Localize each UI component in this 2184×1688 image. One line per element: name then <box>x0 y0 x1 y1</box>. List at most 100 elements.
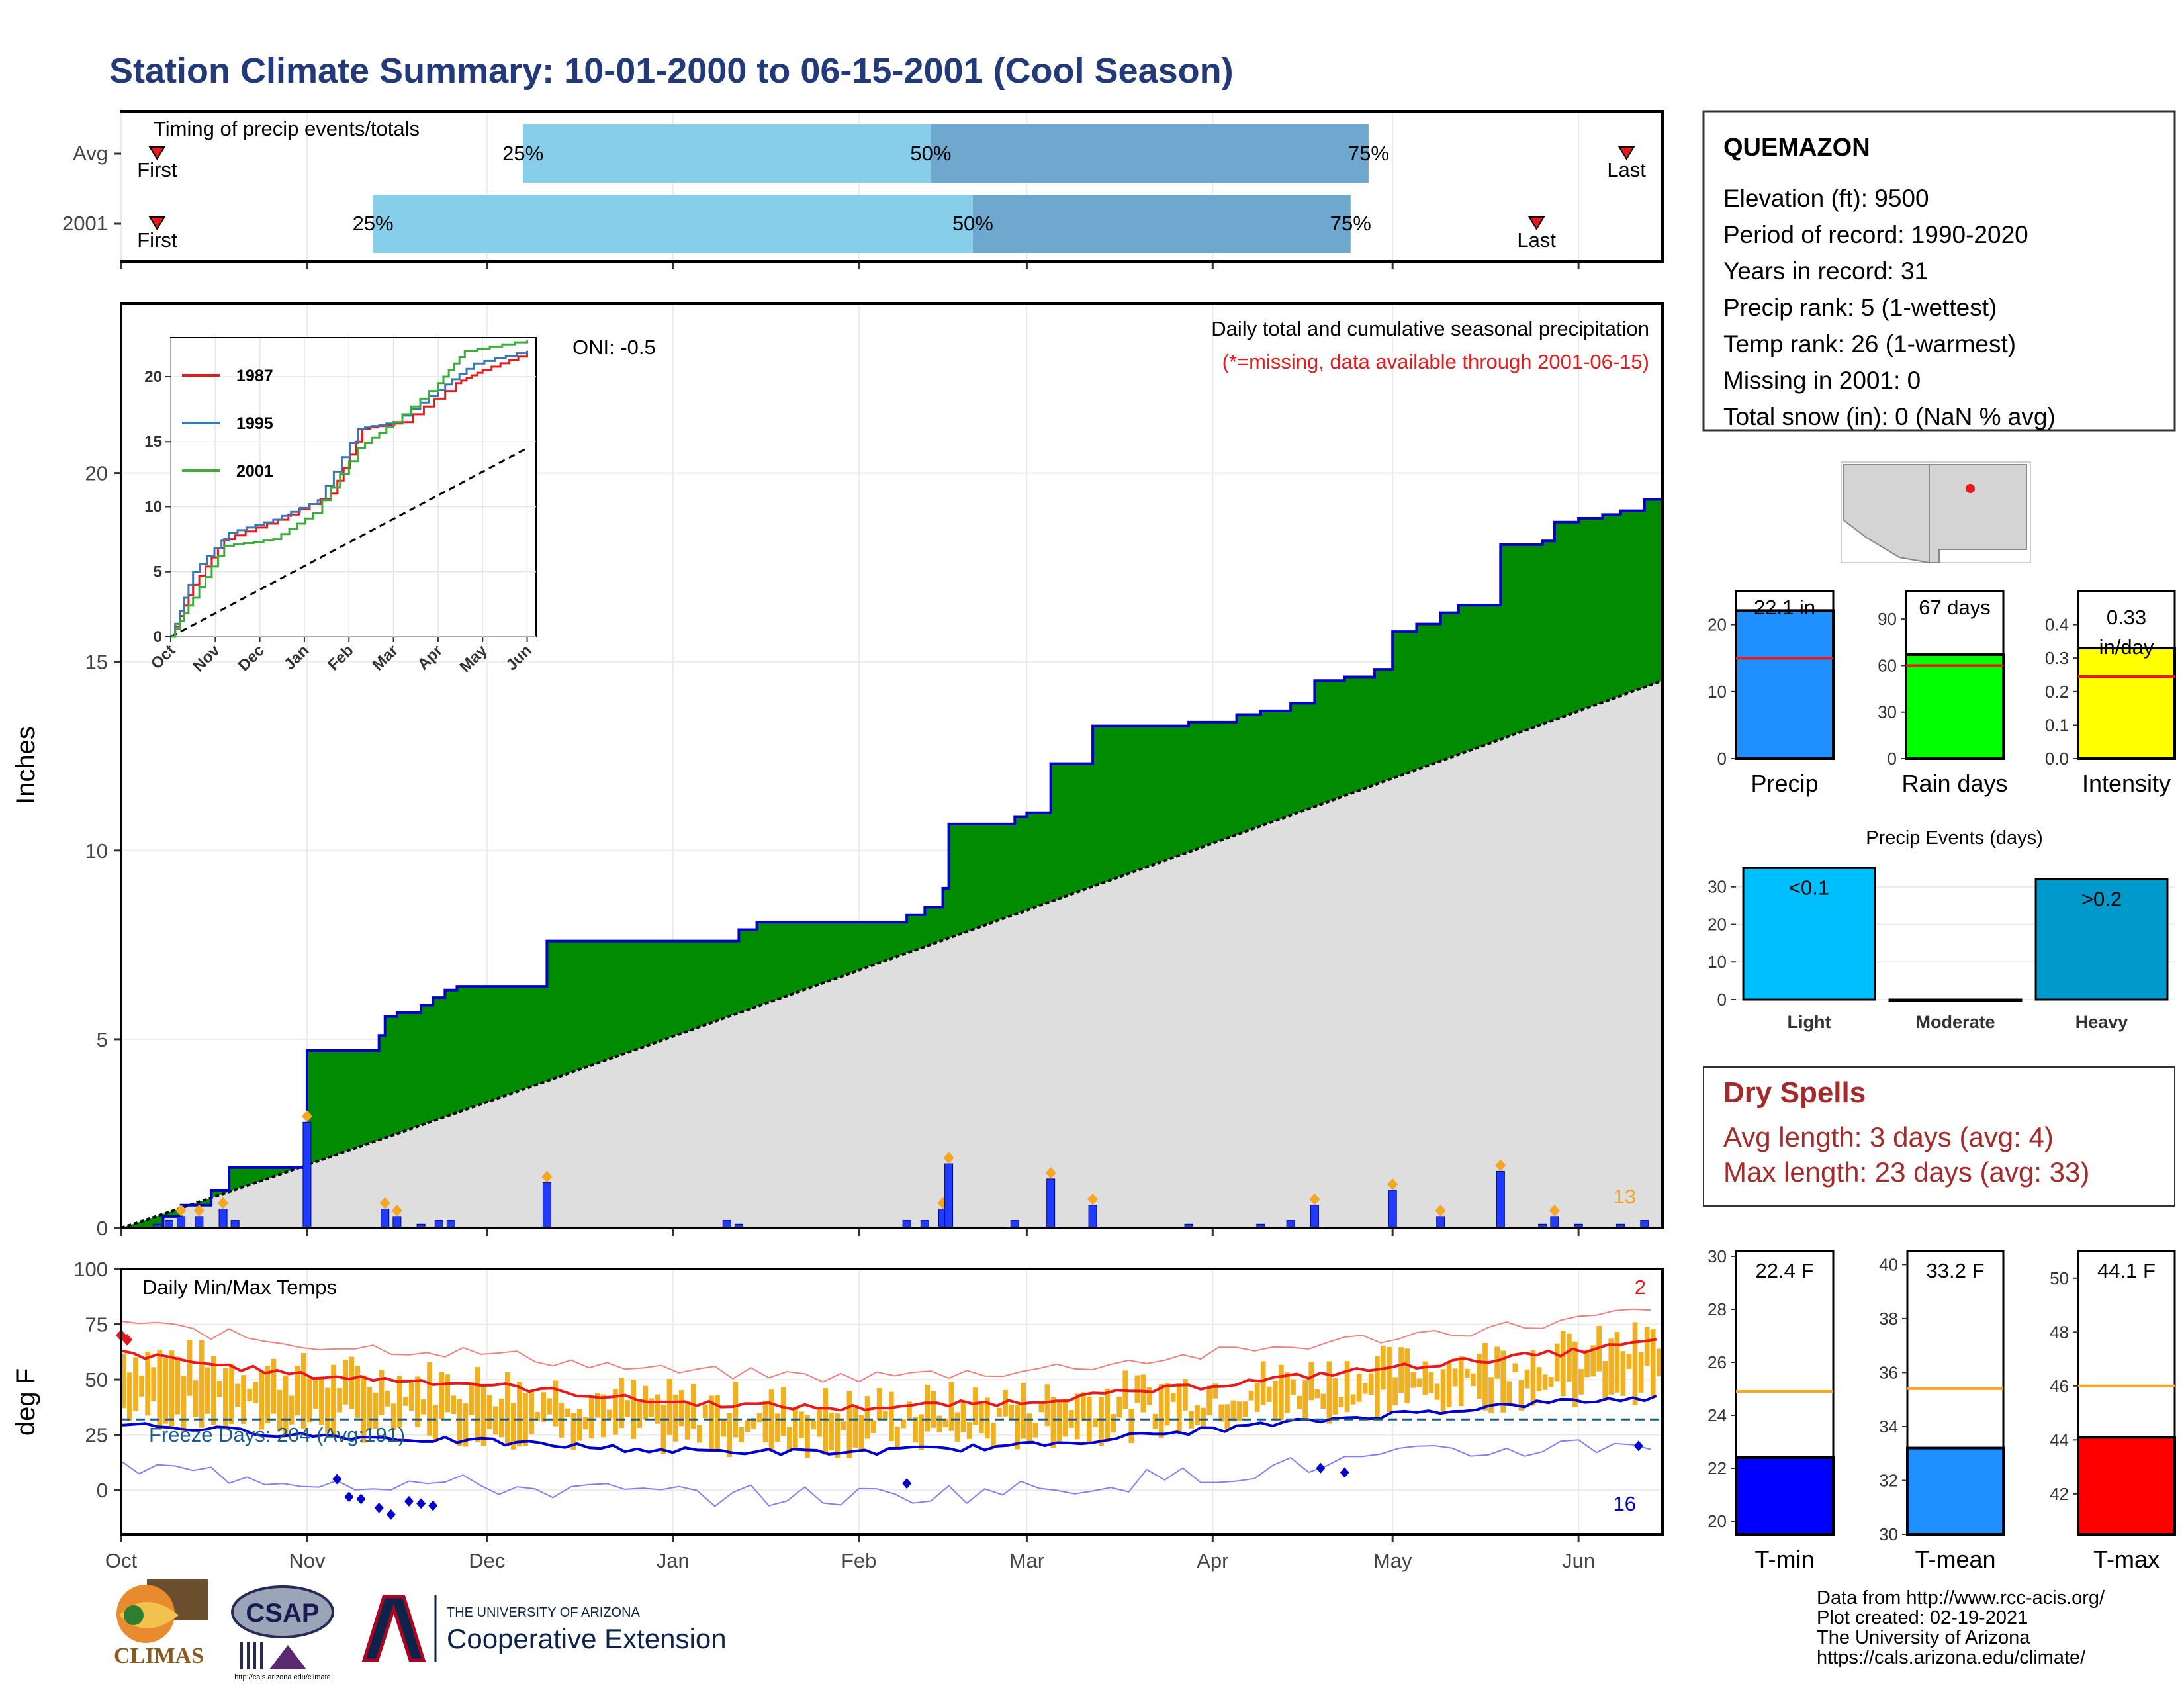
dry-spells-max: Max length: 23 days (avg: 33) <box>1723 1156 2089 1188</box>
temp-daily-bar <box>858 1415 864 1450</box>
temp-daily-bar <box>1146 1387 1152 1406</box>
precip-events-panel: 0 10 20 30 <0.1 Light Moderate >0.2 Heavy Precip … <box>1707 827 2175 1032</box>
temp-daily-bar <box>1062 1399 1068 1437</box>
events-ytick-label: 10 <box>1707 952 1727 972</box>
temp-daily-bar <box>1471 1373 1476 1387</box>
dry-spells-title: Dry Spells <box>1723 1076 1866 1109</box>
timing-first-marker-label: First <box>137 158 177 181</box>
temp-daily-bar <box>396 1376 402 1428</box>
temp-daily-bar <box>463 1403 469 1447</box>
temp-daily-bar <box>402 1397 408 1406</box>
inset-legend-label: 1987 <box>236 367 273 385</box>
temp-daily-bar <box>1452 1368 1458 1387</box>
summary-value-label: 67 days <box>1919 596 1991 619</box>
temp-daily-bar <box>925 1384 931 1432</box>
temp-daily-bar <box>1344 1361 1350 1413</box>
csap-logo-text: CSAP <box>246 1599 319 1628</box>
temp-daily-bar <box>265 1366 271 1424</box>
temp-daily-bar <box>355 1366 361 1419</box>
precip-count-label: 13 <box>1614 1185 1636 1208</box>
summary-value-label: 22.1 in <box>1754 596 1815 619</box>
inset-series-line <box>171 340 528 638</box>
precip-ytick-label: 10 <box>85 839 108 863</box>
temp-daily-bar <box>1567 1333 1572 1382</box>
precip-avg-area <box>121 680 1662 1228</box>
temp-daily-bar <box>1201 1407 1206 1427</box>
temp-daily-bar <box>690 1384 696 1429</box>
temp-daily-bar <box>954 1412 960 1442</box>
precip-event-marker <box>1309 1193 1320 1205</box>
temp-daily-bar <box>1218 1404 1224 1422</box>
temp-daily-bar <box>1464 1368 1470 1378</box>
temp-daily-bar <box>1080 1392 1086 1421</box>
record-low-marker <box>356 1493 366 1505</box>
csap-logo: CSAP http://cals.arizona.edu/climate <box>231 1585 334 1681</box>
credits: Data from http://www.rcc-acis.org/ Plot … <box>1817 1587 2105 1668</box>
temp-daily-bar <box>1542 1374 1548 1390</box>
temp-daily-bar <box>1506 1381 1512 1405</box>
record-low-marker <box>1340 1467 1349 1478</box>
temp-daily-bar <box>139 1376 144 1397</box>
events-bar <box>1742 867 1876 1001</box>
temp-daily-bar <box>151 1367 157 1401</box>
precip-daily-bar <box>392 1216 402 1229</box>
events-ytick-label: 20 <box>1707 914 1727 934</box>
temp-daily-bar <box>1338 1397 1344 1407</box>
precip-ytick-label: 0 <box>97 1217 108 1240</box>
temp-daily-bar <box>684 1402 690 1440</box>
summary-ytick-label: 30 <box>1878 702 1897 722</box>
precip-daily-bar <box>302 1121 312 1229</box>
temp-daily-bar <box>121 1353 126 1409</box>
temp-daily-bar <box>445 1374 451 1413</box>
temp-daily-bar <box>1477 1354 1482 1399</box>
temp-daily-bar <box>283 1375 289 1437</box>
timing-row-label: Avg <box>73 142 108 165</box>
credit-line: https://cals.arizona.edu/climate/ <box>1817 1647 2086 1668</box>
precip-title: Daily total and cumulative seasonal prec… <box>1211 317 1649 340</box>
temp-daily-bar <box>1206 1385 1212 1416</box>
precip-daily-bar <box>195 1216 204 1229</box>
temp-daily-bar <box>300 1352 306 1429</box>
summary-ytick-label: 46 <box>2050 1376 2069 1396</box>
temp-daily-bar <box>768 1389 774 1452</box>
inset-ytick-label: 0 <box>154 628 162 646</box>
summary-bar-label: T-mean <box>1915 1546 1995 1573</box>
summary-ytick-label: 40 <box>1879 1254 1898 1274</box>
temp-daily-bar <box>1398 1347 1404 1393</box>
timing-last-marker <box>1617 146 1635 160</box>
timing-row-label: 2001 <box>62 212 108 235</box>
temp-daily-bar <box>631 1380 636 1439</box>
temp-daily-bar <box>1458 1356 1464 1406</box>
temp-daily-bar <box>1356 1374 1362 1402</box>
summary-ytick-label: 32 <box>1879 1470 1898 1490</box>
station-line: Total snow (in): 0 (NaN % avg) <box>1723 403 2056 430</box>
temp-daily-bar <box>895 1426 900 1449</box>
temp-daily-bar <box>1140 1374 1146 1413</box>
temp-daily-bar <box>600 1394 606 1438</box>
temp-daily-bar <box>163 1358 169 1424</box>
temp-daily-bar <box>565 1408 570 1417</box>
temp-daily-bar <box>457 1399 463 1446</box>
temp-daily-bar <box>703 1405 708 1419</box>
temp-daily-bar <box>1620 1351 1626 1396</box>
temp-daily-bar <box>469 1382 475 1415</box>
temp-daily-bar <box>841 1421 846 1430</box>
temp-daily-bar <box>960 1401 966 1432</box>
temp-daily-bar <box>210 1356 216 1425</box>
temp-daily-bar <box>511 1403 516 1450</box>
temp-daily-bar <box>277 1389 283 1431</box>
credit-line: Plot created: 02-19-2021 <box>1817 1607 2028 1628</box>
temp-daily-bar <box>361 1375 367 1443</box>
summary-ytick-label: 60 <box>1878 655 1897 675</box>
temp-daily-bar <box>762 1400 768 1443</box>
precip-ylabel: Inches <box>11 726 40 804</box>
record-low-marker <box>416 1498 426 1509</box>
temp-daily-bar <box>1500 1350 1506 1413</box>
temp-daily-bar <box>715 1395 720 1451</box>
precip-subtitle: (*=missing, data available through 2001-… <box>1222 350 1649 373</box>
temp-daily-bar <box>306 1378 312 1423</box>
precip-event-marker <box>1549 1204 1560 1217</box>
summary-value-label: 44.1 F <box>2097 1259 2156 1282</box>
temp-daily-bar <box>727 1413 732 1457</box>
ua-logo-main: Cooperative Extension <box>447 1623 727 1654</box>
